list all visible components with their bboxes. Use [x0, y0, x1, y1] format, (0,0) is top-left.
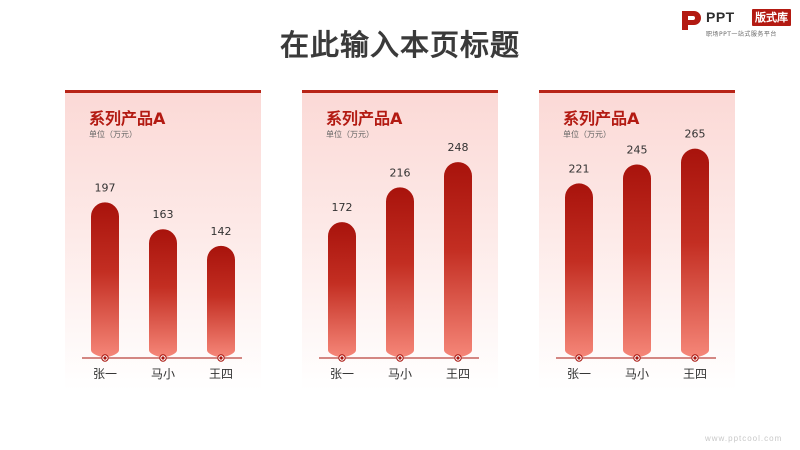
- data-label: 163: [153, 208, 174, 221]
- chart-panel-2: 系列产品A 单位（万元） 172 张一 216 马小 248 王四: [302, 90, 498, 390]
- chart-unit: 单位（万元）: [89, 130, 137, 139]
- chart-panel-3: 系列产品A 单位（万元） 221 张一 245 马小 265 王四: [539, 90, 735, 390]
- data-label: 197: [95, 181, 116, 194]
- chart-unit: 单位（万元）: [563, 130, 611, 139]
- category-label: 张一: [567, 367, 591, 381]
- chart-title: 系列产品A: [563, 109, 640, 128]
- bar-chart-1: 197 张一 163 马小 142 王四: [82, 181, 242, 381]
- bar-chart-2: 172 张一 216 马小 248 王四: [319, 141, 479, 381]
- bar-marker-dot: [219, 356, 223, 360]
- bar: [386, 187, 414, 357]
- data-label: 216: [390, 166, 411, 179]
- category-label: 王四: [683, 367, 707, 381]
- bar-chart-3: 221 张一 245 马小 265 王四: [556, 128, 716, 381]
- bar: [207, 245, 235, 357]
- logo-slogan: 职场PPT一站式服务平台: [706, 31, 777, 38]
- data-label: 265: [685, 128, 706, 141]
- category-label: 马小: [625, 367, 649, 381]
- bar: [149, 229, 177, 357]
- bar: [623, 164, 651, 357]
- bar-marker-dot: [340, 356, 344, 360]
- chart-title: 系列产品A: [326, 109, 403, 128]
- chart-title: 系列产品A: [89, 109, 166, 128]
- data-label: 245: [627, 143, 648, 156]
- category-label: 马小: [151, 367, 175, 381]
- logo-badge: 版式库: [752, 9, 791, 26]
- bar: [91, 202, 119, 357]
- category-label: 张一: [93, 367, 117, 381]
- category-label: 王四: [209, 367, 233, 381]
- chart-unit: 单位（万元）: [326, 130, 374, 139]
- data-label: 221: [569, 162, 590, 175]
- bar-marker-dot: [693, 356, 697, 360]
- bar-marker-dot: [161, 356, 165, 360]
- bar-marker-dot: [635, 356, 639, 360]
- page-title: 在此输入本页标题: [279, 28, 520, 62]
- logo-brand: PPT: [706, 9, 735, 25]
- bar: [328, 222, 356, 357]
- bar-marker-dot: [577, 356, 581, 360]
- category-label: 张一: [330, 367, 354, 381]
- ppt-logo-icon: [682, 11, 701, 30]
- logo: PPT 版式库 职场PPT一站式服务平台: [680, 8, 795, 38]
- data-label: 142: [211, 225, 232, 238]
- category-label: 马小: [388, 367, 412, 381]
- bar-marker-dot: [103, 356, 107, 360]
- category-label: 王四: [446, 367, 470, 381]
- data-label: 248: [448, 141, 469, 154]
- bar-marker-dot: [456, 356, 460, 360]
- chart-panel-1: 系列产品A 单位（万元） 197 张一 163 马小 142 王四: [65, 90, 261, 390]
- watermark: www.pptcool.com: [705, 434, 783, 443]
- bar: [681, 148, 709, 357]
- bar: [565, 183, 593, 357]
- data-label: 172: [332, 201, 353, 214]
- bar-marker-dot: [398, 356, 402, 360]
- bar: [444, 162, 472, 357]
